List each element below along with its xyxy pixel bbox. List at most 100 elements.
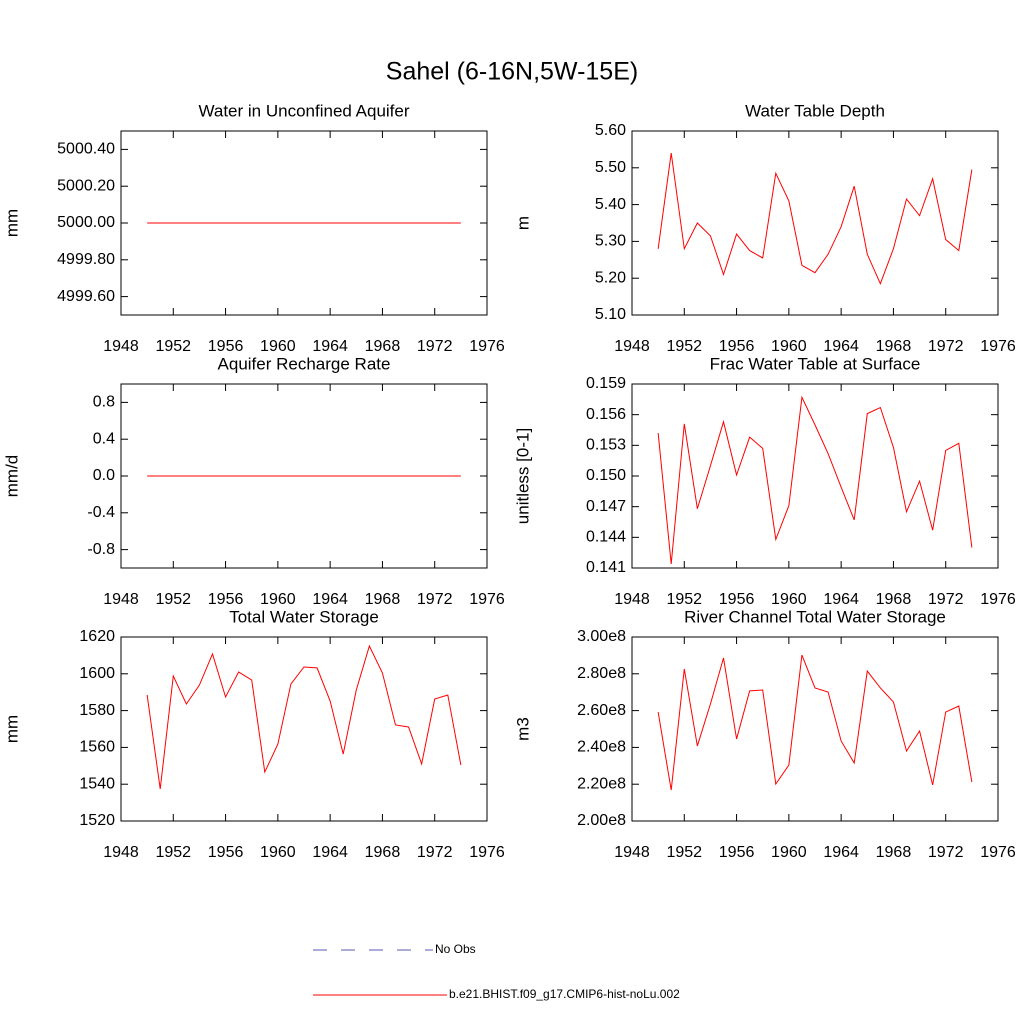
y-tick-label: 5000.20 bbox=[57, 177, 115, 194]
x-tick-label: 1956 bbox=[208, 844, 244, 861]
y-tick-label: 5.40 bbox=[595, 196, 626, 213]
plot-frame bbox=[631, 130, 999, 316]
legend-label: No Obs bbox=[435, 942, 476, 956]
x-tick-label: 1968 bbox=[365, 844, 401, 861]
x-tick-label: 1948 bbox=[103, 338, 139, 355]
x-tick-label: 1968 bbox=[365, 591, 401, 608]
x-tick-label: 1964 bbox=[823, 591, 859, 608]
y-axis-label: mm/d bbox=[2, 455, 21, 498]
y-tick-label: 2.00e8 bbox=[577, 812, 626, 829]
x-tick-label: 1976 bbox=[469, 844, 505, 861]
x-tick-label: 1956 bbox=[719, 591, 755, 608]
x-tick-label: 1948 bbox=[614, 591, 650, 608]
plot-title: River Channel Total Water Storage bbox=[684, 607, 946, 626]
x-tick-label: 1968 bbox=[876, 338, 912, 355]
x-tick-label: 1956 bbox=[719, 844, 755, 861]
data-line bbox=[146, 644, 462, 790]
x-tick-label: 1952 bbox=[666, 338, 702, 355]
plot-frame bbox=[120, 636, 488, 822]
x-tick-label: 1948 bbox=[103, 844, 139, 861]
x-tick-label: 1972 bbox=[928, 591, 964, 608]
x-tick-label: 1972 bbox=[417, 338, 453, 355]
x-tick-label: 1976 bbox=[980, 844, 1016, 861]
x-tick-label: 1952 bbox=[666, 844, 702, 861]
x-tick-label: 1960 bbox=[771, 338, 807, 355]
figure-title: Sahel (6-16N,5W-15E) bbox=[386, 58, 638, 86]
x-tick-label: 1976 bbox=[469, 338, 505, 355]
x-tick-label: 1972 bbox=[928, 844, 964, 861]
plot-frame bbox=[631, 636, 999, 822]
y-tick-label: 0.141 bbox=[586, 559, 626, 576]
y-tick-label: 1540 bbox=[79, 775, 115, 792]
y-tick-label: 0.4 bbox=[93, 430, 115, 447]
plot-title: Aquifer Recharge Rate bbox=[218, 354, 391, 373]
y-tick-label: 2.20e8 bbox=[577, 775, 626, 792]
x-tick-label: 1964 bbox=[823, 338, 859, 355]
x-tick-label: 1956 bbox=[208, 591, 244, 608]
x-tick-label: 1960 bbox=[771, 591, 807, 608]
y-tick-label: 0.153 bbox=[586, 437, 626, 454]
x-tick-label: 1968 bbox=[876, 591, 912, 608]
y-tick-label: 0.144 bbox=[586, 529, 626, 546]
plot-title: Total Water Storage bbox=[229, 607, 379, 626]
x-tick-label: 1972 bbox=[417, 591, 453, 608]
y-tick-label: 0.159 bbox=[586, 375, 626, 392]
y-tick-label: 1620 bbox=[79, 628, 115, 645]
y-tick-label: 0.8 bbox=[93, 394, 115, 411]
x-tick-label: 1948 bbox=[614, 844, 650, 861]
y-tick-label: -0.4 bbox=[87, 504, 115, 521]
x-tick-label: 1956 bbox=[719, 338, 755, 355]
y-axis-label: unitless [0-1] bbox=[513, 428, 532, 524]
y-tick-label: 2.40e8 bbox=[577, 739, 626, 756]
y-tick-label: 0.150 bbox=[586, 467, 626, 484]
y-tick-label: 5.50 bbox=[595, 159, 626, 176]
data-line bbox=[657, 153, 973, 286]
x-tick-label: 1968 bbox=[365, 338, 401, 355]
y-axis-label: m3 bbox=[513, 717, 532, 741]
y-tick-label: 0.156 bbox=[586, 406, 626, 423]
y-tick-label: 2.60e8 bbox=[577, 702, 626, 719]
x-tick-label: 1976 bbox=[980, 591, 1016, 608]
plot-title: Water Table Depth bbox=[745, 101, 885, 120]
y-axis-label: mm bbox=[2, 715, 21, 743]
plot-title: Frac Water Table at Surface bbox=[710, 354, 921, 373]
y-tick-label: 0.147 bbox=[586, 498, 626, 515]
x-tick-label: 1976 bbox=[469, 591, 505, 608]
y-tick-label: 5000.40 bbox=[57, 141, 115, 158]
x-tick-label: 1952 bbox=[155, 591, 191, 608]
legend-label: b.e21.BHIST.f09_g17.CMIP6-hist-noLu.002 bbox=[449, 987, 680, 1001]
y-tick-label: 5.10 bbox=[595, 306, 626, 323]
y-tick-label: 1600 bbox=[79, 665, 115, 682]
x-tick-label: 1976 bbox=[980, 338, 1016, 355]
plot-title: Water in Unconfined Aquifer bbox=[198, 101, 409, 120]
data-line bbox=[657, 395, 973, 564]
x-tick-label: 1964 bbox=[823, 844, 859, 861]
x-tick-label: 1948 bbox=[614, 338, 650, 355]
x-tick-label: 1956 bbox=[208, 338, 244, 355]
x-tick-label: 1948 bbox=[103, 591, 139, 608]
y-tick-label: 4999.80 bbox=[57, 251, 115, 268]
x-tick-label: 1960 bbox=[771, 844, 807, 861]
x-tick-label: 1964 bbox=[312, 844, 348, 861]
x-tick-label: 1972 bbox=[417, 844, 453, 861]
y-tick-label: 5.30 bbox=[595, 233, 626, 250]
y-tick-label: 2.80e8 bbox=[577, 665, 626, 682]
data-line bbox=[657, 654, 973, 791]
x-tick-label: 1960 bbox=[260, 591, 296, 608]
x-tick-label: 1952 bbox=[155, 338, 191, 355]
x-tick-label: 1964 bbox=[312, 591, 348, 608]
y-axis-label: mm bbox=[2, 209, 21, 237]
y-tick-label: 5000.00 bbox=[57, 214, 115, 231]
x-tick-label: 1952 bbox=[666, 591, 702, 608]
y-tick-label: 4999.60 bbox=[57, 288, 115, 305]
x-tick-label: 1960 bbox=[260, 338, 296, 355]
x-tick-label: 1972 bbox=[928, 338, 964, 355]
y-tick-label: 1580 bbox=[79, 702, 115, 719]
x-tick-label: 1952 bbox=[155, 844, 191, 861]
y-tick-label: 1560 bbox=[79, 739, 115, 756]
y-tick-label: 0.0 bbox=[93, 467, 115, 484]
y-axis-label: m bbox=[513, 216, 532, 230]
y-tick-label: 1520 bbox=[79, 812, 115, 829]
